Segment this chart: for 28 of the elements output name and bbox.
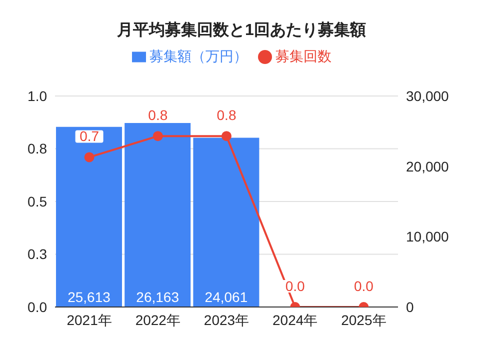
point — [152, 131, 163, 142]
y-tick-label: 0.0 — [28, 298, 48, 315]
data-label: 0.0 — [285, 278, 306, 294]
data-label: 25,613 — [68, 289, 111, 305]
y2-tick-label: 0 — [406, 298, 414, 315]
data-label: 26,163 — [136, 289, 180, 305]
y-tick-label: 0.8 — [28, 140, 48, 157]
legend-label: 募集額（万円） — [150, 48, 248, 64]
point — [222, 131, 232, 142]
y-tick-label: 0.3 — [28, 246, 48, 262]
data-label: 0.8 — [216, 107, 236, 124]
y2-tick-label: 20,000 — [406, 158, 450, 174]
point — [84, 152, 94, 162]
data-label: 0.8 — [148, 107, 168, 124]
y2-tick-label: 10,000 — [406, 228, 450, 245]
x-tick-label: 2024年 — [272, 312, 318, 328]
data-label: 0.7 — [80, 128, 100, 144]
x-tick-label: 2023年 — [204, 312, 250, 328]
chart-title: 月平均募集回数と1回あたり募集額 — [116, 20, 367, 41]
y-tick-label: 0.5 — [28, 193, 48, 210]
x-tick-label: 2021年 — [66, 312, 112, 328]
data-label: 24,061 — [204, 289, 248, 305]
y2-tick-label: 30,000 — [406, 88, 450, 104]
legend-label: 募集回数 — [276, 48, 332, 64]
y-tick-label: 1.0 — [28, 88, 48, 104]
data-label: 0.0 — [354, 278, 374, 294]
x-tick-label: 2025年 — [341, 312, 386, 328]
x-tick-label: 2022年 — [135, 312, 180, 328]
